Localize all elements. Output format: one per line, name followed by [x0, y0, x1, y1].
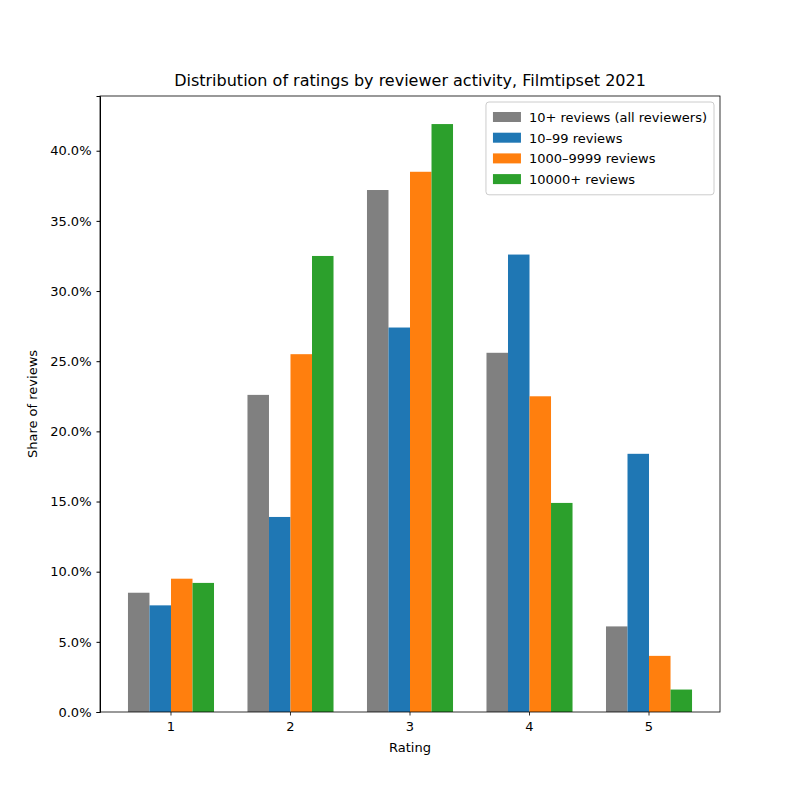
- bar-series: [171, 172, 671, 712]
- plot-frame: [100, 96, 720, 712]
- bar: [486, 353, 508, 712]
- title: Distribution of ratings by reviewer acti…: [174, 71, 646, 90]
- legend-item: 10000+ reviews: [493, 172, 635, 187]
- legend-box: [486, 102, 714, 195]
- y-axis-label: Share of reviews: [25, 350, 40, 458]
- x-tick-label: 3: [406, 719, 414, 734]
- y-tick: 25.0%: [50, 354, 100, 369]
- bar: [432, 124, 454, 712]
- legend: 10+ reviews (all reviewers) 10–99 reviews…: [486, 102, 714, 195]
- y-tick-mark: [97, 502, 101, 503]
- y-tick-label: 35.0%: [50, 214, 91, 229]
- bar: [149, 605, 171, 712]
- x-tick-mark: [290, 712, 291, 716]
- x-tick-label: 5: [645, 719, 653, 734]
- bars: [128, 124, 692, 712]
- plot-area: 0.0% 5.0% 10.0% 15.0% 20.0% 25.0% 30.0% 35.0% 40…: [50, 96, 720, 734]
- bar: [410, 172, 432, 712]
- y-tick-mark: [97, 291, 101, 292]
- y-tick-mark: [97, 642, 101, 643]
- bar: [312, 256, 334, 712]
- x-tick-mark: [649, 712, 650, 716]
- y-tick-mark: [97, 361, 101, 362]
- bar: [628, 454, 650, 712]
- x-tick: 4: [525, 712, 533, 734]
- legend-label: 1000–9999 reviews: [529, 151, 656, 166]
- y-tick: 5.0%: [58, 635, 100, 650]
- y-tick: 15.0%: [50, 494, 100, 509]
- bar: [290, 354, 312, 712]
- legend-label: 10+ reviews (all reviewers): [529, 110, 707, 125]
- y-tick: 10.0%: [50, 564, 100, 579]
- y-tick: 30.0%: [50, 284, 100, 299]
- x-tick: 1: [167, 712, 175, 734]
- y-tick: 0.0%: [58, 705, 100, 720]
- y-tick-label: 10.0%: [50, 564, 91, 579]
- legend-label: 10000+ reviews: [529, 172, 635, 187]
- bar: [128, 593, 150, 712]
- bar: [171, 579, 193, 712]
- legend-label: 10–99 reviews: [529, 131, 623, 146]
- x-tick-label: 4: [525, 719, 533, 734]
- x-tick-label: 1: [167, 719, 175, 734]
- bar: [508, 255, 530, 712]
- legend-item: 10–99 reviews: [493, 131, 623, 146]
- y-axis: 0.0% 5.0% 10.0% 15.0% 20.0% 25.0% 30.0% 35.0% 40…: [50, 97, 100, 720]
- bar: [388, 328, 410, 712]
- y-tick-mark: [97, 712, 101, 713]
- bar: [192, 583, 214, 712]
- y-tick-mark: [97, 151, 101, 152]
- y-tick: 20.0%: [50, 424, 100, 439]
- bar-series: [149, 255, 649, 712]
- x-tick: 3: [406, 712, 414, 734]
- x-tick-mark: [529, 712, 530, 716]
- y-tick-label: 40.0%: [50, 143, 91, 158]
- bar-series: [192, 124, 692, 712]
- bar: [530, 396, 552, 712]
- legend-swatch: [493, 153, 521, 163]
- y-tick-label: 15.0%: [50, 494, 91, 509]
- y-tick: 35.0%: [50, 214, 100, 229]
- legend-item: 1000–9999 reviews: [493, 151, 656, 166]
- y-tick: 40.0%: [50, 143, 100, 158]
- x-tick: 2: [286, 712, 294, 734]
- y-tick-mark: [97, 221, 101, 222]
- bar: [649, 656, 671, 712]
- x-axis: 1 2 3 4 5: [167, 712, 653, 734]
- legend-swatch: [493, 133, 521, 143]
- legend-swatch: [493, 174, 521, 184]
- bar-series: [128, 190, 628, 712]
- y-tick-label: 30.0%: [50, 284, 91, 299]
- chart: 0.0% 5.0% 10.0% 15.0% 20.0% 25.0% 30.0% 35.0% 40…: [0, 0, 800, 800]
- x-tick-mark: [410, 712, 411, 716]
- bar: [269, 517, 291, 712]
- y-tick-mark: [97, 572, 101, 573]
- x-tick: 5: [645, 712, 653, 734]
- y-tick-label: 25.0%: [50, 354, 91, 369]
- y-tick-label: 0.0%: [58, 705, 91, 720]
- bar: [671, 690, 693, 712]
- bar: [367, 190, 389, 712]
- legend-swatch: [493, 112, 521, 122]
- x-axis-label: Rating: [389, 740, 431, 755]
- y-tick-label: 20.0%: [50, 424, 91, 439]
- legend-item: 10+ reviews (all reviewers): [493, 110, 707, 125]
- y-tick-mark: [97, 431, 101, 432]
- bar: [606, 626, 628, 712]
- bar: [551, 503, 573, 712]
- x-tick-label: 2: [286, 719, 294, 734]
- x-tick-mark: [170, 712, 171, 716]
- bar: [247, 395, 269, 712]
- y-tick-label: 5.0%: [58, 635, 91, 650]
